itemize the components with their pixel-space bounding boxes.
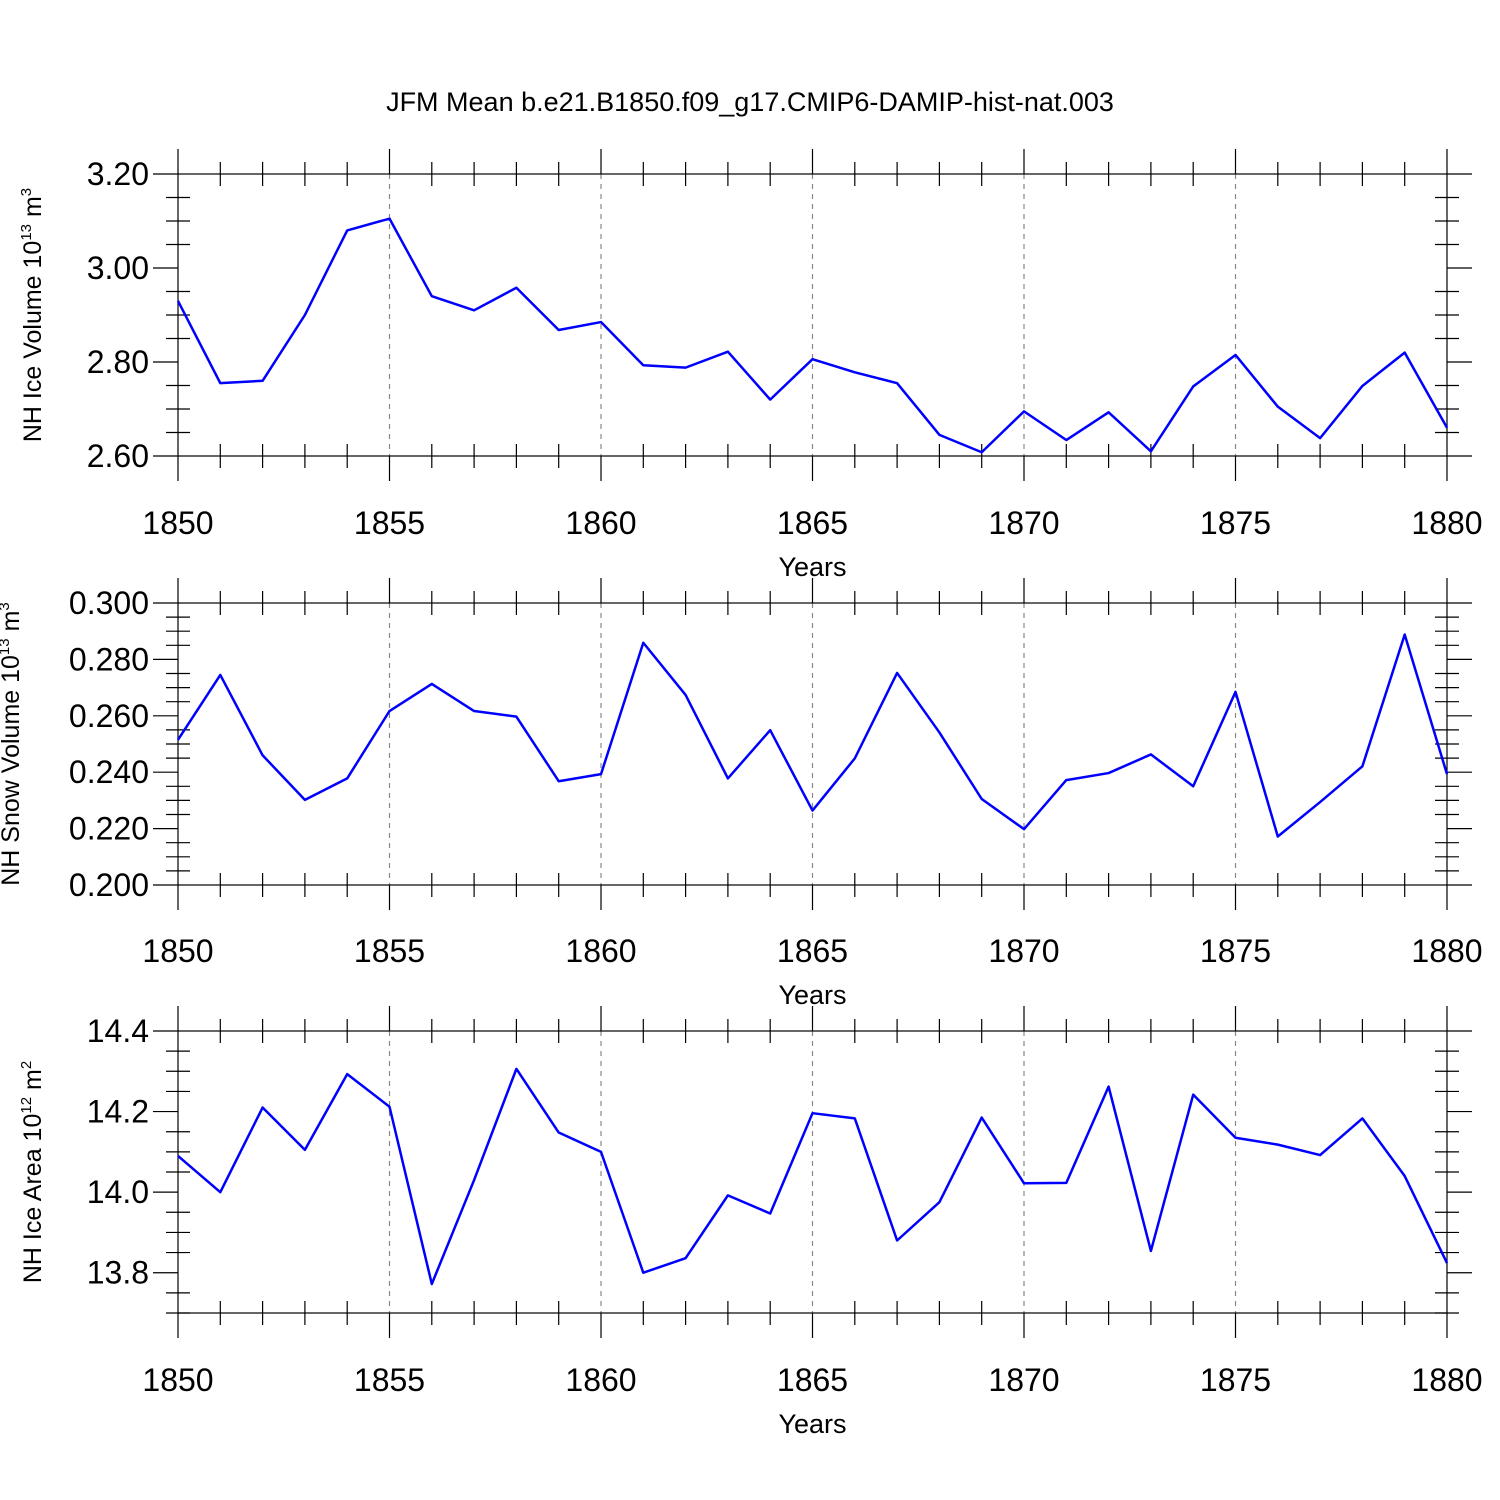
panel-3: 13.8 14.0 14.2 14.4 1850 1855 1860 1865 1870 1875… — [18, 1006, 1483, 1439]
x-tick-label: 1875 — [1200, 933, 1271, 969]
x-tick-label: 1875 — [1200, 1362, 1271, 1398]
x-tick-label: 1855 — [354, 1362, 425, 1398]
y-tick-label: 14.0 — [87, 1174, 149, 1210]
x-axis-title: Years — [778, 980, 846, 1010]
y-tick-label: 13.8 — [87, 1255, 149, 1291]
y-tick-label: 0.280 — [69, 641, 149, 677]
x-tick-label: 1850 — [142, 933, 213, 969]
series-line — [176, 217, 1449, 454]
x-tick-label: 1880 — [1411, 505, 1482, 541]
x-tick-label: 1855 — [354, 505, 425, 541]
x-tick-label: 1880 — [1411, 933, 1482, 969]
series-line — [177, 1067, 1449, 1286]
y-tick-label: 0.200 — [69, 867, 149, 903]
x-tick-label: 1870 — [988, 1362, 1059, 1398]
panels: 2.60 2.80 3.00 3.20 1850 1855 1860 1865 1870 1875… — [0, 149, 1483, 1439]
x-tick-label: 1860 — [565, 933, 636, 969]
y-tick-label: 0.300 — [69, 585, 149, 621]
figure-title: JFM Mean b.e21.B1850.f09_g17.CMIP6-DAMIP… — [386, 87, 1114, 117]
x-tick-label: 1865 — [777, 933, 848, 969]
y-tick-label: 0.220 — [69, 811, 149, 847]
x-tick-label: 1880 — [1411, 1362, 1482, 1398]
x-tick-label: 1850 — [142, 505, 213, 541]
x-tick-label: 1865 — [777, 505, 848, 541]
y-tick-label: 0.240 — [69, 754, 149, 790]
y-axis-title: NH Snow Volume 1013 m3 — [0, 602, 25, 886]
y-tick-label: 14.2 — [87, 1094, 149, 1130]
x-tick-label: 1875 — [1200, 505, 1271, 541]
x-axis-title: Years — [778, 552, 846, 582]
y-tick-label: 3.00 — [87, 250, 149, 286]
x-tick-label: 1860 — [565, 505, 636, 541]
x-tick-label: 1855 — [354, 933, 425, 969]
x-tick-label: 1850 — [142, 1362, 213, 1398]
x-tick-label: 1870 — [988, 505, 1059, 541]
x-tick-label: 1870 — [988, 933, 1059, 969]
y-tick-label: 0.260 — [69, 698, 149, 734]
x-axis-title: Years — [778, 1409, 846, 1439]
y-tick-label: 14.4 — [87, 1013, 149, 1049]
y-axis-title: NH Ice Volume 1013 m3 — [18, 188, 47, 442]
x-tick-label: 1865 — [777, 1362, 848, 1398]
panel-2: 0.200 0.220 0.240 0.260 0.280 0.300 1850 1855 18… — [0, 578, 1483, 1010]
y-tick-label: 3.20 — [87, 156, 149, 192]
series-line — [176, 633, 1449, 838]
x-tick-label: 1860 — [565, 1362, 636, 1398]
y-axis-title: NH Ice Area 1012 m2 — [18, 1061, 47, 1283]
y-tick-label: 2.60 — [87, 438, 149, 474]
panel-1: 2.60 2.80 3.00 3.20 1850 1855 1860 1865 1870 1875… — [18, 149, 1483, 582]
y-tick-label: 2.80 — [87, 344, 149, 380]
